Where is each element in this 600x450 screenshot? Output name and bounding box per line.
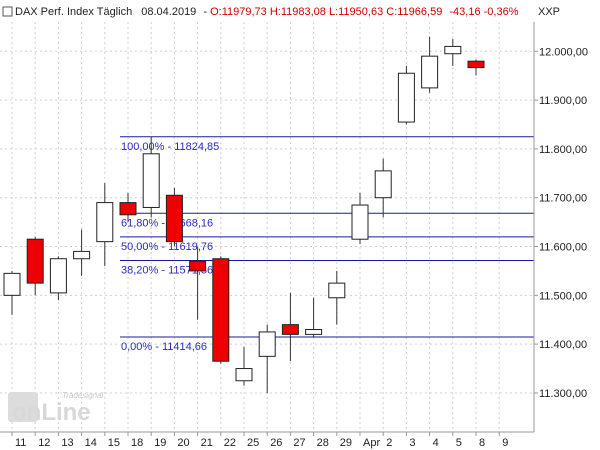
fib-level-label: 0,00% - 11414,66 xyxy=(121,341,207,353)
x-tick-label: 22 xyxy=(224,437,236,449)
fib-level-label: 100,00% - 11824,85 xyxy=(121,141,219,153)
candle-body-up xyxy=(3,272,21,296)
x-tick-label: 2 xyxy=(386,437,392,449)
candle-body-up xyxy=(374,170,392,199)
symbol-label: XXP xyxy=(538,6,560,18)
candle-body-down xyxy=(212,258,230,362)
candle-body-down xyxy=(165,194,183,243)
candle-body-up xyxy=(328,282,346,299)
y-tick-label: 11.700,00 xyxy=(539,193,587,205)
header-dash: - xyxy=(203,6,207,18)
candle-body-up xyxy=(258,331,276,357)
x-tick-label: Apr xyxy=(363,437,380,449)
x-tick-label: 29 xyxy=(340,437,352,449)
watermark: Tradesignal onLine xyxy=(8,391,103,426)
candle-body-up xyxy=(73,250,91,260)
candle-body-up xyxy=(96,202,114,243)
x-tick-label: 9 xyxy=(502,437,508,449)
x-tick-label: 12 xyxy=(38,437,50,449)
x-tick-label: 25 xyxy=(247,437,259,449)
candle-body-up xyxy=(142,153,160,208)
watermark-logo-box xyxy=(8,392,38,422)
watermark-small-text: Tradesignal xyxy=(62,391,103,400)
y-tick-label: 11.800,00 xyxy=(539,144,587,156)
x-tick-label: 11 xyxy=(15,437,26,449)
candle-body-up xyxy=(49,258,67,294)
y-tick-label: 11.300,00 xyxy=(539,388,587,400)
header-ohlc: O:11979,73 H:11983,08 L:11950,63 C:11966… xyxy=(210,6,442,18)
x-tick-label: 3 xyxy=(409,437,415,449)
chart-header: DAX Perf. Index Täglich 08.04.2019 - O:1… xyxy=(2,6,560,18)
candles xyxy=(3,36,485,393)
header-change: -43,16 -0,36% xyxy=(449,6,518,18)
candle-body-down xyxy=(281,324,299,335)
header-square-icon xyxy=(2,6,13,17)
header-date: 08.04.2019 xyxy=(141,6,196,18)
fib-level-label: 50,00% - 11619,76 xyxy=(121,241,213,253)
x-tick-label: 26 xyxy=(270,437,282,449)
candle-body-up xyxy=(397,72,415,123)
candle-body-up xyxy=(351,204,369,240)
watermark-big-text: onLine xyxy=(12,399,91,426)
instrument-title: DAX Perf. Index Täglich 08.04.2019 - O:1… xyxy=(15,6,519,18)
candle-body-down xyxy=(26,238,44,284)
candle-body-up xyxy=(444,45,462,55)
x-tick-label: 27 xyxy=(293,437,305,449)
y-tick-label: 11.900,00 xyxy=(539,95,587,107)
x-tick-label: 14 xyxy=(85,437,97,449)
x-tick-label: 28 xyxy=(317,437,329,449)
x-tick-label: 20 xyxy=(177,437,189,449)
x-tick-label: 18 xyxy=(131,437,143,449)
candle-body-down xyxy=(119,202,137,216)
x-tick-label: 4 xyxy=(433,437,439,449)
y-tick-label: 12.000,00 xyxy=(539,46,588,58)
x-tick-label: 13 xyxy=(61,437,73,449)
x-tick-label: 5 xyxy=(456,437,462,449)
candle-body-up xyxy=(235,368,253,382)
candle-body-down xyxy=(467,60,485,69)
axes: 11.300,00 11.400,00 11.500,00 11.600,00 11.7… xyxy=(0,22,588,449)
x-tick-label: 21 xyxy=(201,437,213,449)
y-tick-label: 11.600,00 xyxy=(539,242,587,254)
x-tick-label: 19 xyxy=(154,437,166,449)
x-tick-label: 8 xyxy=(479,437,485,449)
instrument-name: DAX Perf. Index Täglich xyxy=(15,6,132,18)
candle-body-down xyxy=(189,260,207,272)
candle-body-up xyxy=(421,55,439,89)
x-tick-label: 15 xyxy=(108,437,120,449)
y-tick-label: 11.400,00 xyxy=(539,339,587,351)
candle-body-up xyxy=(305,329,323,335)
y-tick-label: 11.500,00 xyxy=(539,290,587,302)
